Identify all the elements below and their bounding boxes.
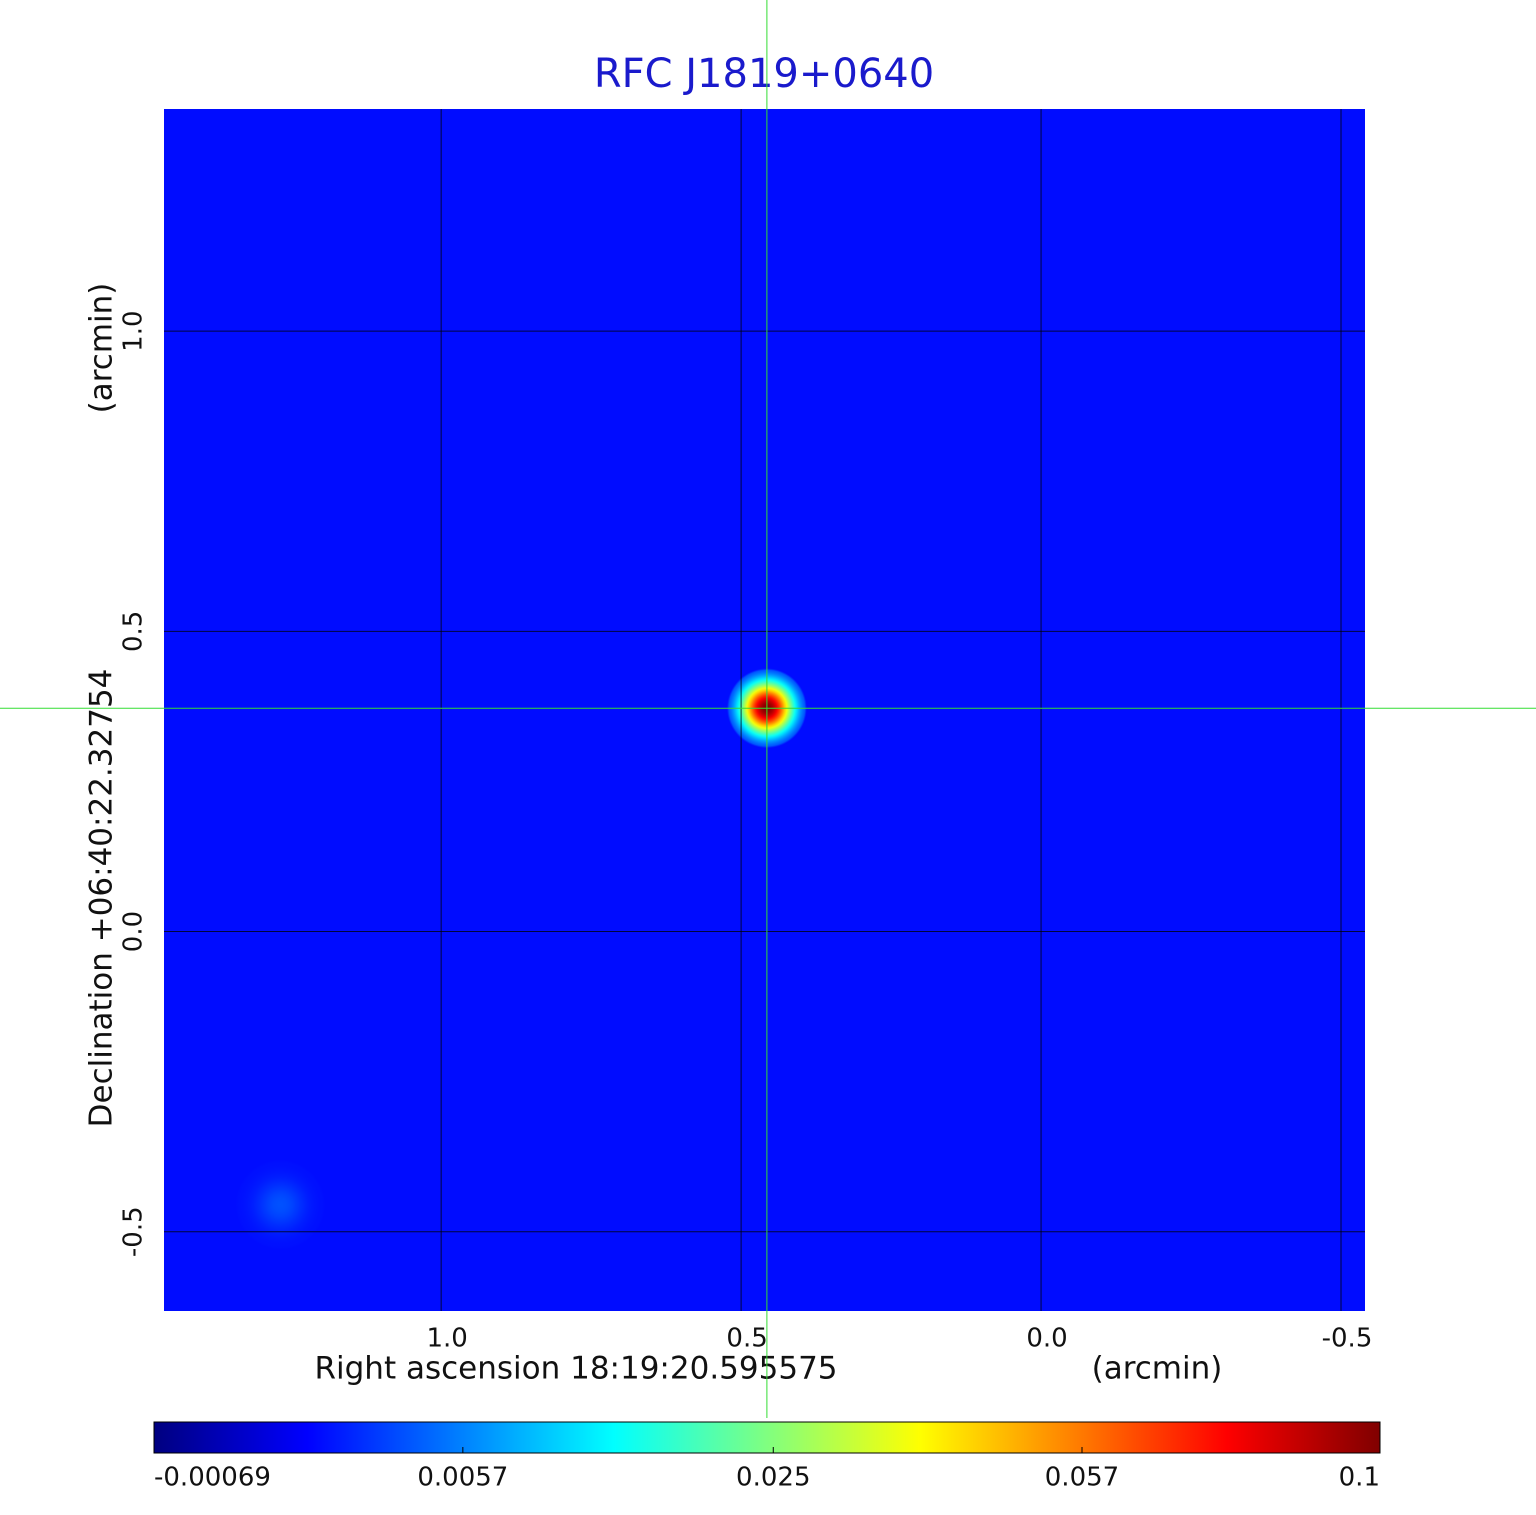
x-tick-label: 0.0 — [1026, 1324, 1067, 1354]
source — [235, 1159, 326, 1250]
colorbar-tick-label: 0.057 — [1045, 1463, 1119, 1493]
colorbar-tick-label: 0.025 — [736, 1463, 810, 1493]
y-tick-label: 0.0 — [119, 911, 149, 952]
colorbar-tick-label: 0.1 — [1339, 1463, 1380, 1493]
y-axis-unit: (arcmin) — [84, 283, 120, 414]
y-tick-label: 1.0 — [119, 310, 149, 351]
y-tick-label: -0.5 — [119, 1206, 149, 1257]
x-tick-label: 1.0 — [426, 1324, 467, 1354]
chart-title: RFC J1819+0640 — [594, 51, 934, 97]
y-axis-label: Declination +06:40:22.32754 — [84, 669, 120, 1128]
x-tick-label: 0.5 — [726, 1324, 767, 1354]
y-tick-label: 0.5 — [119, 611, 149, 652]
x-tick-label: -0.5 — [1322, 1324, 1373, 1354]
x-axis-label: Right ascension 18:19:20.595575 — [314, 1351, 837, 1387]
x-axis-unit: (arcmin) — [1092, 1351, 1223, 1387]
colorbar-tick-label: 0.0057 — [417, 1463, 508, 1493]
colorbar — [153, 1421, 1381, 1454]
colorbar-tick-label: -0.00069 — [154, 1463, 271, 1493]
